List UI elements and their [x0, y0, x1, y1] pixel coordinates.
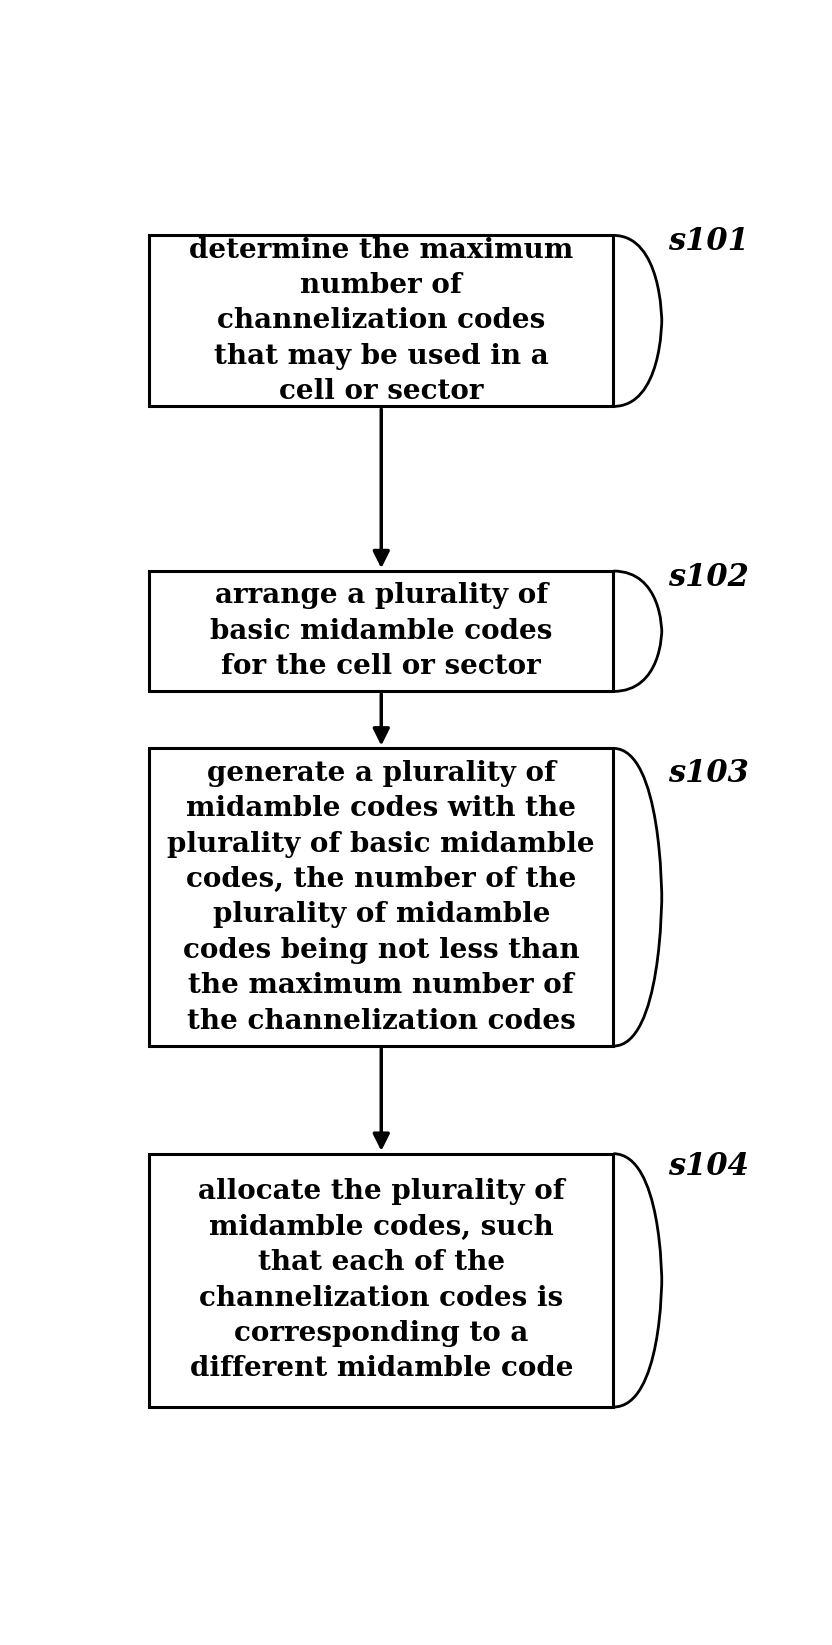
Text: determine the maximum
number of
channelization codes
that may be used in a
cell : determine the maximum number of channeli… [189, 237, 573, 405]
Bar [149, 571, 613, 691]
Text: s102: s102 [668, 563, 749, 592]
Text: s103: s103 [668, 758, 749, 790]
Bar [149, 748, 613, 1046]
Text: allocate the plurality of
midamble codes, such
that each of the
channelization c: allocate the plurality of midamble codes… [190, 1178, 573, 1382]
Text: generate a plurality of
midamble codes with the
plurality of basic midamble
code: generate a plurality of midamble codes w… [167, 760, 595, 1035]
Bar [149, 235, 613, 406]
Text: s104: s104 [668, 1152, 749, 1181]
Bar [149, 1153, 613, 1406]
Text: arrange a plurality of
basic midamble codes
for the cell or sector: arrange a plurality of basic midamble co… [210, 582, 552, 679]
Text: s101: s101 [668, 227, 749, 257]
